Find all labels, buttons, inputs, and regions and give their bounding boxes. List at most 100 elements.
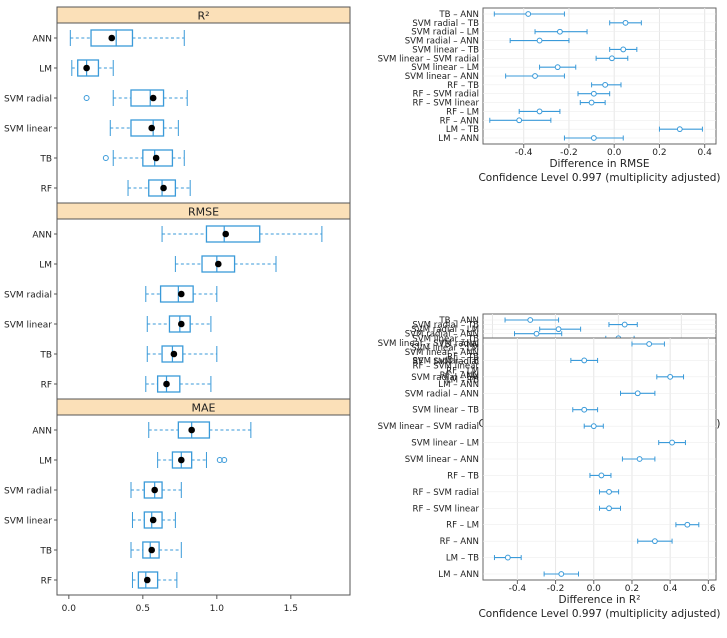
box-iqr — [130, 89, 165, 107]
box-mean-dot — [188, 426, 195, 434]
ci-estimate-point — [554, 64, 561, 71]
interval-x-tick-label: -0.2 — [547, 584, 565, 594]
comparison-label: RF – SVM linear — [413, 99, 480, 109]
box-iqr — [159, 285, 194, 303]
box-mean-dot — [149, 94, 157, 102]
comparison-label: SVM radial – TB — [412, 356, 479, 366]
comparison-label: RF – TB — [447, 471, 479, 481]
ci-estimate-point — [555, 326, 562, 333]
box-mean-dot — [214, 260, 222, 268]
comparison-label: SVM linear – ANN — [405, 455, 479, 465]
comparison-label: SVM radial – LM — [411, 325, 479, 335]
interval-x-tick-label: 0.2 — [652, 148, 666, 158]
comparison-label: RF – SVM linear — [413, 362, 480, 372]
comparison-label: LM – ANN — [438, 570, 479, 580]
panel-strip-label: R² — [197, 10, 209, 23]
category-label: LM — [39, 261, 52, 271]
box-outlier — [83, 95, 90, 101]
comparison-label: RF – ANN — [440, 116, 479, 126]
ci-estimate-point — [684, 521, 691, 528]
comparison-label: SVM radial – TB — [412, 321, 479, 331]
interval-x-tick-label: -0.4 — [509, 584, 527, 594]
comparison-label: SVM linear – LM — [411, 343, 479, 353]
category-label: SVM linear — [4, 321, 52, 331]
interval-x-tick-label: 0.0 — [587, 584, 602, 594]
interval-x-tick-label: -0.2 — [560, 148, 578, 158]
comparison-label: SVM radial – ANN — [405, 37, 479, 47]
comparison-label: LM – ANN — [438, 134, 479, 144]
comparison-label: LM – TB — [446, 125, 479, 135]
box-outlier — [221, 457, 228, 463]
box-mean-dot — [83, 64, 90, 72]
ci-estimate-point — [516, 117, 523, 124]
panel-strip-label: RMSE — [188, 206, 219, 219]
comparison-label: SVM radial – LM — [411, 373, 479, 383]
category-label: LM — [39, 457, 52, 467]
panel-frame-1 — [56, 202, 351, 400]
ci-estimate-point — [621, 321, 628, 328]
category-label: SVM linear — [4, 517, 52, 527]
ci-estimate-point — [527, 317, 534, 323]
category-label: ANN — [32, 35, 52, 45]
ci-estimate-point — [588, 99, 595, 106]
x-tick-label: 0.0 — [62, 604, 77, 614]
interval-subtitle: Confidence Level 0.997 (multiplicity adj… — [478, 608, 720, 620]
box-mean-dot — [143, 576, 151, 584]
box-mean-dot — [222, 230, 229, 238]
comparison-label: LM – ANN — [438, 380, 479, 390]
ci-estimate-point — [636, 456, 643, 462]
category-label: TB — [39, 547, 52, 557]
comparison-label: SVM linear – LM — [411, 439, 479, 449]
comparison-label: RF – ANN — [440, 537, 479, 547]
ci-estimate-point — [532, 73, 538, 79]
category-label: SVM radial — [4, 487, 52, 497]
ci-estimate-point — [590, 90, 597, 97]
comparison-label: TB – ANN — [438, 10, 479, 20]
ci-estimate-point — [667, 373, 674, 380]
comparison-label: RF – LM — [446, 366, 479, 376]
interval-x-tick-label: 0.4 — [663, 584, 678, 594]
comparison-label: SVM radial – TB — [412, 19, 479, 29]
comparison-label: RF – LM — [446, 521, 479, 531]
comparison-label: RF – ANN — [440, 371, 479, 381]
box-mean-dot — [148, 546, 156, 554]
box-mean-dot — [178, 320, 185, 328]
interval-x-tick-label: 0.6 — [701, 584, 716, 594]
ci-estimate-point — [609, 55, 615, 62]
x-tick-label: 0.5 — [136, 604, 150, 614]
ci-estimate-point — [525, 11, 532, 17]
ci-estimate-point — [606, 505, 612, 512]
category-label: ANN — [32, 231, 52, 241]
comparison-label: RF – TB — [447, 81, 479, 91]
box-iqr — [205, 225, 261, 243]
interval-subtitle: Confidence Level 0.997 (multiplicity adj… — [478, 172, 720, 184]
ci-estimate-point — [622, 19, 629, 26]
interval-xlabel: Difference in R² — [559, 594, 641, 606]
ci-estimate-point — [602, 81, 609, 88]
ci-estimate-point — [606, 488, 612, 495]
ci-estimate-point — [557, 28, 563, 35]
panel-strip-label: MAE — [192, 402, 216, 415]
ci-estimate-point — [620, 46, 627, 53]
box-mean-dot — [178, 456, 185, 464]
ci-estimate-point — [590, 423, 597, 430]
box-mean-dot — [108, 34, 116, 42]
comparison-label: TB – ANN — [438, 340, 479, 350]
interval-xlabel: Difference in RMSE — [549, 158, 649, 170]
comparison-label: SVM linear – LM — [411, 63, 479, 73]
panel-strip-1 — [56, 202, 351, 220]
box-iqr — [130, 119, 165, 137]
category-label: TB — [39, 155, 52, 165]
box-mean-dot — [149, 516, 157, 524]
comparison-label: SVM radial – ANN — [405, 330, 479, 340]
ci-estimate-point — [533, 330, 540, 337]
box-outlier — [216, 457, 223, 463]
panel-strip-2 — [56, 398, 351, 416]
x-tick-label: 1.5 — [284, 604, 298, 614]
comparison-label: SVM linear – SVM radial — [378, 422, 479, 432]
comparison-label: LM – TB — [446, 554, 479, 564]
interval-x-tick-label: 0.4 — [698, 148, 713, 158]
comparison-label: LM – TB — [446, 375, 479, 385]
